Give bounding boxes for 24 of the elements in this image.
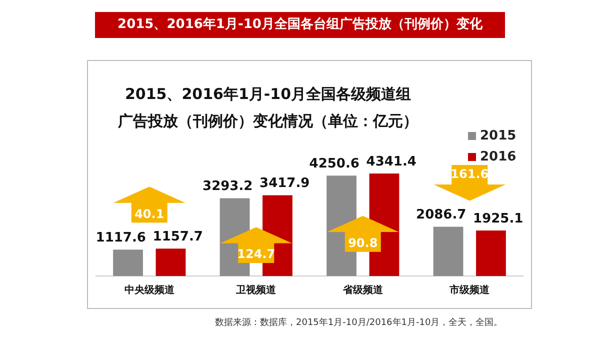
data-label: 1157.7 — [152, 230, 203, 245]
data-label: 3293.2 — [202, 179, 253, 194]
data-label: 2086.7 — [416, 208, 466, 223]
data-label: 3417.9 — [260, 176, 310, 192]
data-label: 4341.4 — [366, 154, 416, 170]
legend-label: 2016 — [480, 149, 516, 164]
bar — [476, 230, 506, 276]
data-label: 1925.1 — [473, 211, 524, 226]
x-tick-label: 省级频道 — [342, 284, 384, 296]
legend-label: 2015 — [480, 128, 516, 144]
annotation: 124.7 — [236, 247, 276, 262]
x-tick-label: 市级频道 — [448, 284, 491, 296]
annotation: 40.1 — [134, 206, 166, 221]
chart-subtitle: 2015、2016年1月-10月全国各级频道组广告投放（刊例价）变化情况（单位：亿元） — [116, 84, 419, 132]
chart-title: 2015、2016年1月-10月全国各台组广告投放（刊例价）变化 — [95, 12, 505, 38]
bar — [433, 226, 464, 276]
annotation: 90.8 — [347, 236, 379, 250]
x-tick-label: 中央级频道 — [124, 284, 176, 296]
bar — [156, 248, 186, 276]
data-label: 4250.6 — [309, 156, 360, 172]
data-label: 1117.6 — [96, 230, 146, 246]
source-note: 数据来源：数据库，2015年1月-10月/2016年1月-10月，全天，全国。 — [215, 316, 503, 329]
bar — [113, 250, 143, 276]
x-tick-label: 卫视频道 — [235, 284, 278, 296]
